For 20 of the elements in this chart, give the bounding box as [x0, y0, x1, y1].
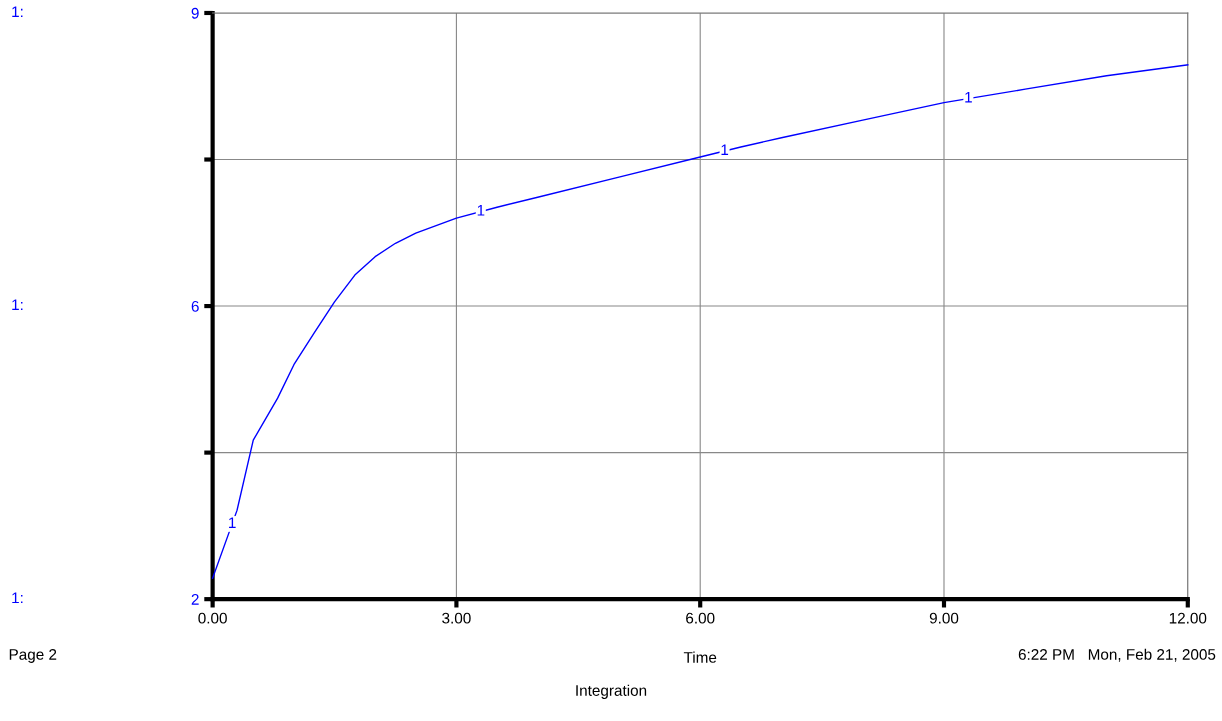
x-tick-label: 3.00 — [442, 612, 471, 624]
text: 1 — [477, 205, 485, 216]
x-tick-label: 6.00 — [686, 612, 715, 624]
x-tick-label: 12.00 — [1169, 612, 1207, 624]
line-series — [211, 64, 1189, 579]
x-tick-label: 0.00 — [198, 612, 227, 624]
y-tick-label: 2 — [191, 594, 199, 605]
x-axis-title: Time — [683, 651, 717, 663]
text: 1 — [965, 92, 972, 103]
series-label: 1 — [229, 517, 236, 528]
text: 1 — [721, 144, 729, 155]
y-tick-label: 9 — [191, 7, 199, 19]
text: 6:22 PM Mon, Feb 21, 2005 — [1018, 648, 1216, 662]
text: 1: — [12, 6, 23, 17]
text: Page 2 — [9, 649, 57, 663]
x-tick-label: 9.00 — [929, 612, 959, 624]
text: Integration — [576, 684, 647, 699]
y-tick-label: 6 — [191, 300, 199, 312]
text: 1: — [12, 592, 23, 604]
text: 1: — [12, 299, 23, 311]
